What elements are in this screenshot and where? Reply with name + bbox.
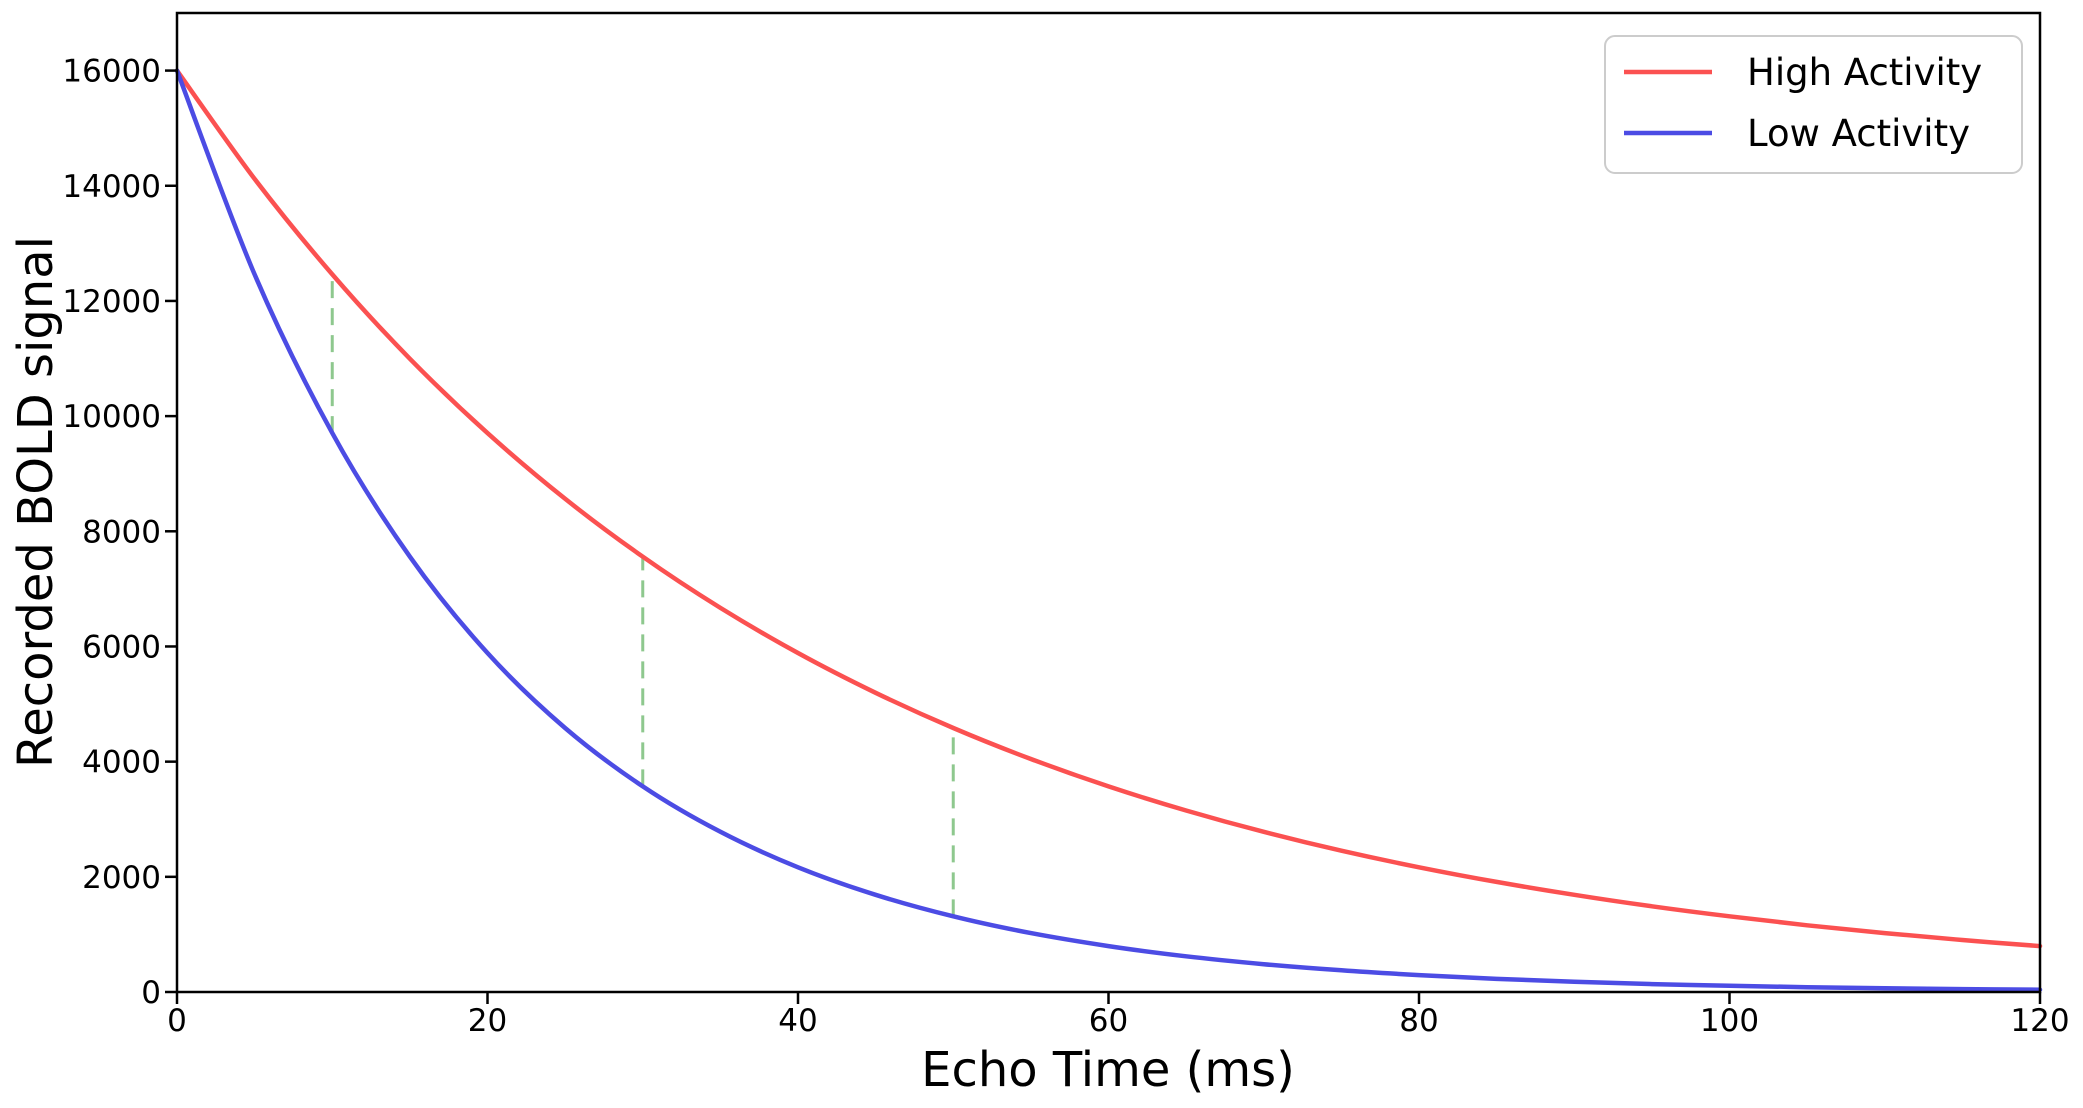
x-tick-label: 120 — [2010, 1003, 2069, 1039]
y-tick-label: 10000 — [62, 399, 161, 435]
y-tick-label: 2000 — [82, 860, 161, 896]
y-tick-label: 4000 — [82, 745, 161, 781]
x-axis-label: Echo Time (ms) — [921, 1042, 1295, 1098]
x-tick-label: 40 — [778, 1003, 817, 1039]
x-tick-label: 60 — [1089, 1003, 1128, 1039]
y-tick-label: 0 — [141, 975, 161, 1011]
x-tick-label: 20 — [468, 1003, 507, 1039]
x-tick-label: 100 — [1700, 1003, 1759, 1039]
series-line-low-activity — [174, 68, 2043, 992]
y-tick-label: 16000 — [62, 54, 161, 90]
y-tick-label: 14000 — [62, 169, 161, 205]
series-line-high-activity — [174, 68, 2043, 949]
x-tick-label: 0 — [167, 1003, 187, 1039]
y-axis-label: Recorded BOLD signal — [8, 236, 64, 768]
chart-generated-content: 0 20 40 60 80 100 120 0 2000 4000 6000 8000 10000 120… — [62, 11, 2070, 1039]
y-tick-label: 12000 — [62, 284, 161, 320]
legend-label: Low Activity — [1747, 112, 1970, 155]
y-tick-label: 6000 — [82, 629, 161, 665]
plot-border — [175, 11, 2042, 994]
x-tick-label: 80 — [1399, 1003, 1438, 1039]
legend-label: High Activity — [1747, 51, 1982, 94]
y-tick-label: 8000 — [82, 514, 161, 550]
